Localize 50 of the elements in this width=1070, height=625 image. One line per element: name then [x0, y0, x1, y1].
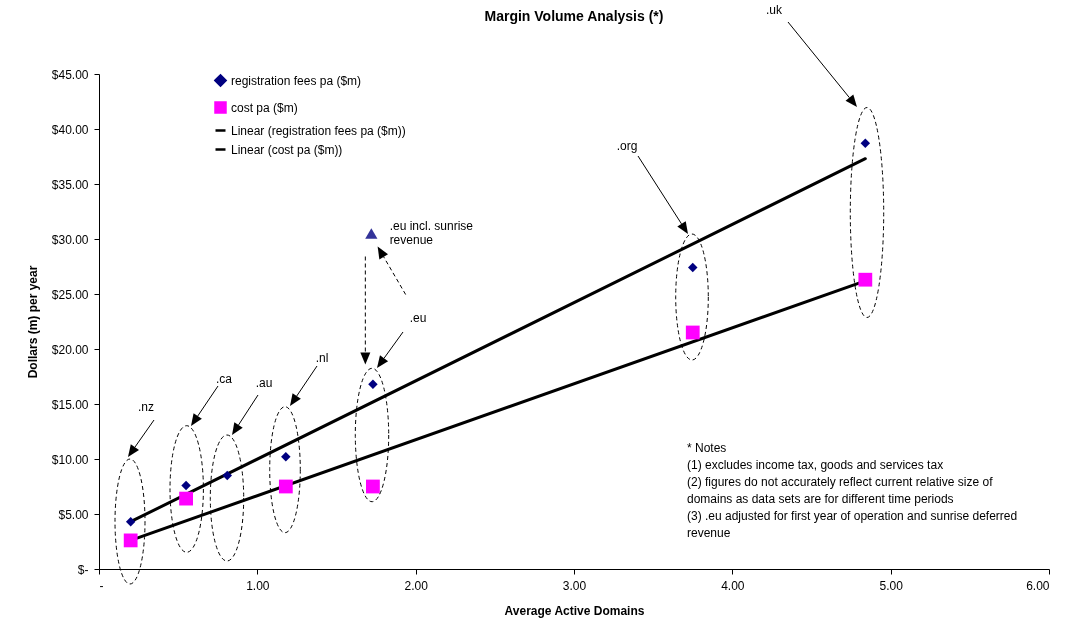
point [685, 325, 700, 340]
point [281, 452, 291, 462]
point [278, 479, 293, 494]
point [222, 470, 232, 481]
point [368, 379, 378, 389]
point [860, 138, 871, 149]
y-tick-label: $45.00 [51, 67, 89, 82]
y-tick-label: $- [77, 562, 89, 577]
x-tick-label: 6.00 [1026, 578, 1050, 593]
point [858, 272, 873, 287]
legend-label: Linear (registration fees pa ($m)) [231, 123, 406, 138]
x-tick-label: 3.00 [562, 578, 587, 593]
annotation: (2) figures do not accurately reflect current relative size of domains as data sets are for different time periods [687, 474, 994, 508]
annotation: .au [255, 376, 273, 390]
annotation: .nl [315, 351, 329, 365]
y-tick-label: $30.00 [51, 232, 89, 247]
annotation: .eu [409, 311, 427, 325]
annotation: .org [616, 139, 638, 153]
y-tick-label: $15.00 [51, 397, 89, 412]
x-axis-title: Average Active Domains [504, 603, 645, 618]
point [123, 533, 138, 548]
annotation: .nz [137, 400, 155, 414]
annotation: (1) excludes income tax, goods and services tax [687, 457, 945, 474]
x-tick-label: 1.00 [246, 578, 270, 593]
x-tick-label: - [99, 578, 104, 593]
x-tick-label: 2.00 [404, 578, 429, 593]
y-tick-label: $25.00 [51, 287, 89, 302]
annotation: (3) .eu adjusted for first year of operation and sunrise deferred revenue [687, 508, 1019, 542]
legend-label: registration fees pa ($m) [231, 73, 362, 88]
annotation: * Notes [687, 440, 728, 457]
point [366, 479, 380, 494]
legend-label: cost pa ($m) [231, 100, 298, 115]
y-tick-label: $40.00 [51, 122, 89, 137]
text: .uk [765, 3, 783, 17]
y-tick-label: $5.00 [58, 507, 89, 522]
y-tick-label: $35.00 [51, 177, 89, 192]
legend-label: Linear (cost pa ($m)) [231, 142, 343, 157]
point [125, 516, 136, 527]
y-tick-label: $20.00 [51, 342, 89, 357]
point [365, 228, 378, 239]
point [179, 491, 193, 506]
x-tick-label: 4.00 [721, 578, 745, 593]
point [181, 480, 191, 491]
x-tick-label: 5.00 [879, 578, 904, 593]
y-axis-title: Dollars (m) per year [25, 265, 40, 379]
y-tick-label: $10.00 [51, 452, 89, 467]
point [688, 262, 698, 273]
chart-title: Margin Volume Analysis (*) [484, 8, 664, 24]
annotation: .eu incl. sunrise revenue [389, 218, 474, 247]
annotation: .ca [215, 372, 233, 386]
